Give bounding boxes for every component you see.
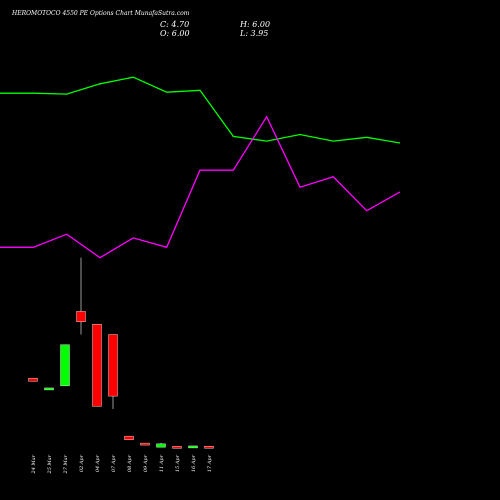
open-value: O: 6.00	[160, 29, 190, 38]
candle-body	[172, 446, 182, 449]
overlay-line-2	[0, 115, 401, 259]
x-tick-label: 11 Apr	[159, 454, 165, 472]
high-value: H: 6.00	[240, 20, 271, 29]
x-tick-label: 25 Mar	[47, 454, 53, 474]
overlay-lines	[0, 76, 401, 259]
candle-body	[60, 344, 70, 387]
x-tick-label: 08 Apr	[127, 454, 133, 472]
candle-body	[28, 377, 38, 382]
x-tick-label: 09 Apr	[143, 454, 149, 472]
candle-body	[204, 446, 214, 449]
candles	[28, 257, 214, 449]
candle-body	[108, 334, 118, 397]
x-tick-label: 02 Apr	[79, 454, 85, 472]
x-tick-label: 04 Apr	[95, 454, 101, 472]
x-tick-label: 24 Mar	[31, 454, 37, 474]
x-tick-label: 17 Apr	[207, 454, 213, 472]
candle-body	[140, 442, 150, 446]
low-value: L: 3.95	[240, 29, 269, 38]
x-tick-label: 16 Apr	[191, 454, 197, 472]
candle-body	[124, 435, 134, 440]
candle-body	[76, 311, 86, 322]
x-tick-label: 07 Apr	[111, 454, 117, 472]
candle-body	[92, 324, 102, 407]
x-tick-label: 27 Mar	[63, 454, 69, 474]
candle-body	[188, 445, 198, 449]
candle-body	[156, 443, 166, 448]
close-value: C: 4.70	[160, 20, 190, 29]
overlay-line-1	[0, 76, 401, 144]
x-axis-labels: 24 Mar 25 Mar 27 Mar 02 Apr 04 Apr 07 Apr 08 A…	[31, 454, 213, 474]
candle-body	[44, 387, 54, 391]
x-tick-label: 15 Apr	[175, 454, 181, 472]
chart-title: HEROMOTOCO 4550 PE Options Chart MunafaS…	[12, 10, 190, 17]
